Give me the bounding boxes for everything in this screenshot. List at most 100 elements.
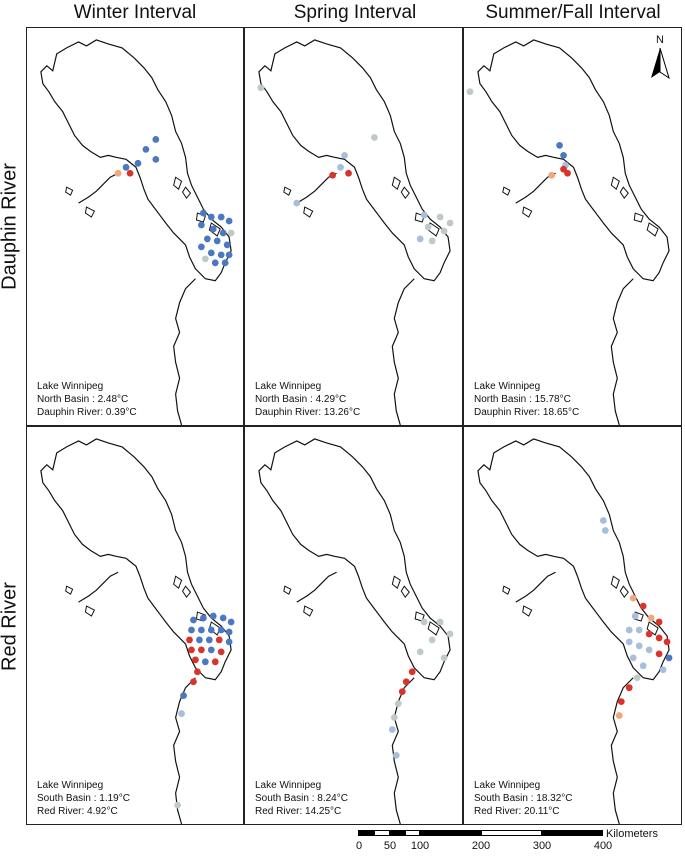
telemetry-point-cold — [196, 636, 203, 644]
lake-outline — [40, 438, 232, 681]
telemetry-point-hot — [198, 646, 205, 654]
map-panel-dauphin-summer: Lake Winnipeg North Basin : 15.78°C Dauphi… — [463, 27, 682, 426]
caption-line1: North Basin : 2.48°C — [37, 394, 129, 405]
island-outline — [208, 621, 221, 636]
telemetry-point-cool — [388, 726, 396, 733]
temperature-caption: Lake Winnipeg South Basin : 18.32°C Red Ri… — [474, 779, 573, 818]
island-outline — [84, 206, 96, 218]
telemetry-point-cold — [211, 259, 219, 267]
lake-map — [257, 39, 454, 425]
telemetry-point-hot — [398, 688, 406, 696]
telemetry-point-cold — [207, 213, 215, 221]
column-title-winter: Winter Interval — [73, 2, 197, 23]
telemetry-point-warm — [548, 171, 555, 179]
telemetry-point-cool — [601, 527, 609, 534]
telemetry-point-cold — [217, 213, 225, 221]
telemetry-point-neutral — [420, 618, 428, 626]
temperature-caption: Lake Winnipeg South Basin : 8.24°C Red Riv… — [255, 779, 348, 818]
telemetry-point-cold — [665, 654, 673, 662]
island-outline — [283, 585, 292, 595]
caption-line1: North Basin : 15.78°C — [474, 394, 571, 405]
scale-segment-4 — [405, 830, 420, 836]
telemetry-point-cold — [198, 243, 205, 251]
telemetry-point-cold — [225, 217, 233, 225]
caption-line2: Dauphin River: 13.26°C — [255, 407, 361, 418]
map-panel-red-spring: Lake Winnipeg South Basin : 8.24°C Red Riv… — [244, 426, 463, 825]
telemetry-point-cold — [180, 692, 187, 700]
dauphin-river-line — [78, 571, 119, 603]
telemetry-point-cool — [631, 612, 639, 620]
island-outline — [522, 206, 533, 218]
telemetry-point-cold — [198, 626, 205, 634]
telemetry-point-hot — [617, 698, 625, 705]
scale-segment-2 — [374, 830, 390, 836]
island-outline — [400, 186, 410, 199]
caption-line1: South Basin : 1.19°C — [37, 793, 130, 804]
telemetry-point-neutral — [257, 84, 265, 92]
temperature-caption: Lake Winnipeg North Basin : 15.78°C Dauphi… — [474, 380, 579, 419]
telemetry-point-hot — [217, 648, 225, 656]
map-panel-red-summer: Lake Winnipeg South Basin : 18.32°C Red Ri… — [463, 426, 682, 825]
telemetry-point-hot — [655, 650, 663, 658]
telemetry-point-neutral — [446, 630, 454, 638]
lake-outline — [477, 39, 670, 282]
telemetry-point-cool — [341, 151, 348, 159]
island-outline — [633, 212, 644, 223]
red-river-line — [610, 278, 634, 425]
telemetry-point-hot — [625, 684, 633, 692]
dauphin-river-line — [78, 172, 119, 204]
telemetry-point-cold — [134, 159, 142, 167]
scale-tick-50: 50 — [383, 840, 397, 852]
telemetry-point-cold — [221, 259, 229, 267]
scale-tick-100: 100 — [410, 840, 430, 852]
island-outline — [610, 176, 620, 191]
telemetry-point-cold — [225, 628, 233, 636]
telemetry-point-hot — [655, 618, 663, 626]
telemetry-point-cold — [219, 614, 227, 622]
telemetry-point-cold — [209, 225, 217, 233]
telemetry-point-cold — [152, 136, 160, 143]
island-outline — [646, 621, 659, 636]
telemetry-point-hot — [655, 634, 663, 642]
temperature-caption: Lake Winnipeg North Basin : 4.29°C Dauphin… — [255, 380, 360, 419]
telemetry-point-warm — [114, 169, 122, 177]
lake-outline — [40, 39, 232, 282]
island-outline — [610, 575, 620, 590]
telemetry-point-cool — [639, 662, 647, 670]
north-label: N — [656, 34, 664, 46]
caption-line1: North Basin : 4.29°C — [255, 394, 347, 405]
red-river-line — [610, 677, 634, 824]
telemetry-point-cold — [217, 626, 225, 634]
caption-title: Lake Winnipeg — [474, 780, 541, 791]
telemetry-point-cool — [392, 751, 400, 759]
telemetry-point-cold — [201, 658, 209, 666]
caption-line2: Red River: 4.92°C — [37, 806, 118, 817]
telemetry-point-hot — [186, 636, 193, 644]
telemetry-point-cool — [645, 646, 653, 654]
telemetry-point-neutral — [428, 237, 436, 245]
caption-line2: Dauphin River: 0.39°C — [37, 407, 137, 418]
north-arrow-icon: N — [649, 34, 671, 80]
telemetry-point-warm — [629, 594, 637, 602]
island-outline — [391, 575, 401, 590]
telemetry-point-neutral — [201, 255, 209, 263]
caption-title: Lake Winnipeg — [474, 381, 541, 392]
telemetry-point-cold — [190, 616, 197, 624]
telemetry-point-hot — [639, 602, 647, 610]
telemetry-point-cold — [188, 626, 195, 634]
column-title-spring: Spring Interval — [293, 2, 417, 23]
scale-segment-6 — [481, 830, 542, 836]
lake-map — [40, 39, 235, 425]
caption-line1: South Basin : 8.24°C — [255, 793, 348, 804]
island-outline — [502, 585, 511, 595]
telemetry-point-cool — [416, 235, 424, 243]
telemetry-point-hot — [215, 636, 223, 644]
lake-map — [477, 438, 673, 824]
island-outline — [400, 585, 410, 598]
telemetry-point-cold — [217, 251, 225, 259]
island-outline — [502, 186, 511, 196]
scale-tick-300: 300 — [532, 840, 552, 852]
caption-title: Lake Winnipeg — [255, 381, 322, 392]
telemetry-point-cold — [142, 146, 150, 153]
telemetry-point-hot — [329, 171, 336, 179]
